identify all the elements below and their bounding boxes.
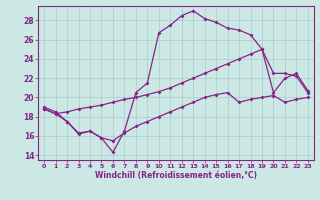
X-axis label: Windchill (Refroidissement éolien,°C): Windchill (Refroidissement éolien,°C) [95,171,257,180]
